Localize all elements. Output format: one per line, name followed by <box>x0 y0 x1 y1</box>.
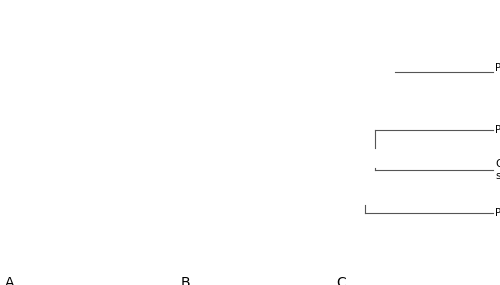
Text: Part 1: Part 1 <box>495 63 500 73</box>
Text: Part 2: Part 2 <box>495 208 500 218</box>
Text: A: A <box>5 276 15 285</box>
Text: Clamping
screw: Clamping screw <box>495 159 500 181</box>
Text: B: B <box>181 276 190 285</box>
Text: Potentiometer: Potentiometer <box>495 125 500 135</box>
Text: C: C <box>336 276 346 285</box>
